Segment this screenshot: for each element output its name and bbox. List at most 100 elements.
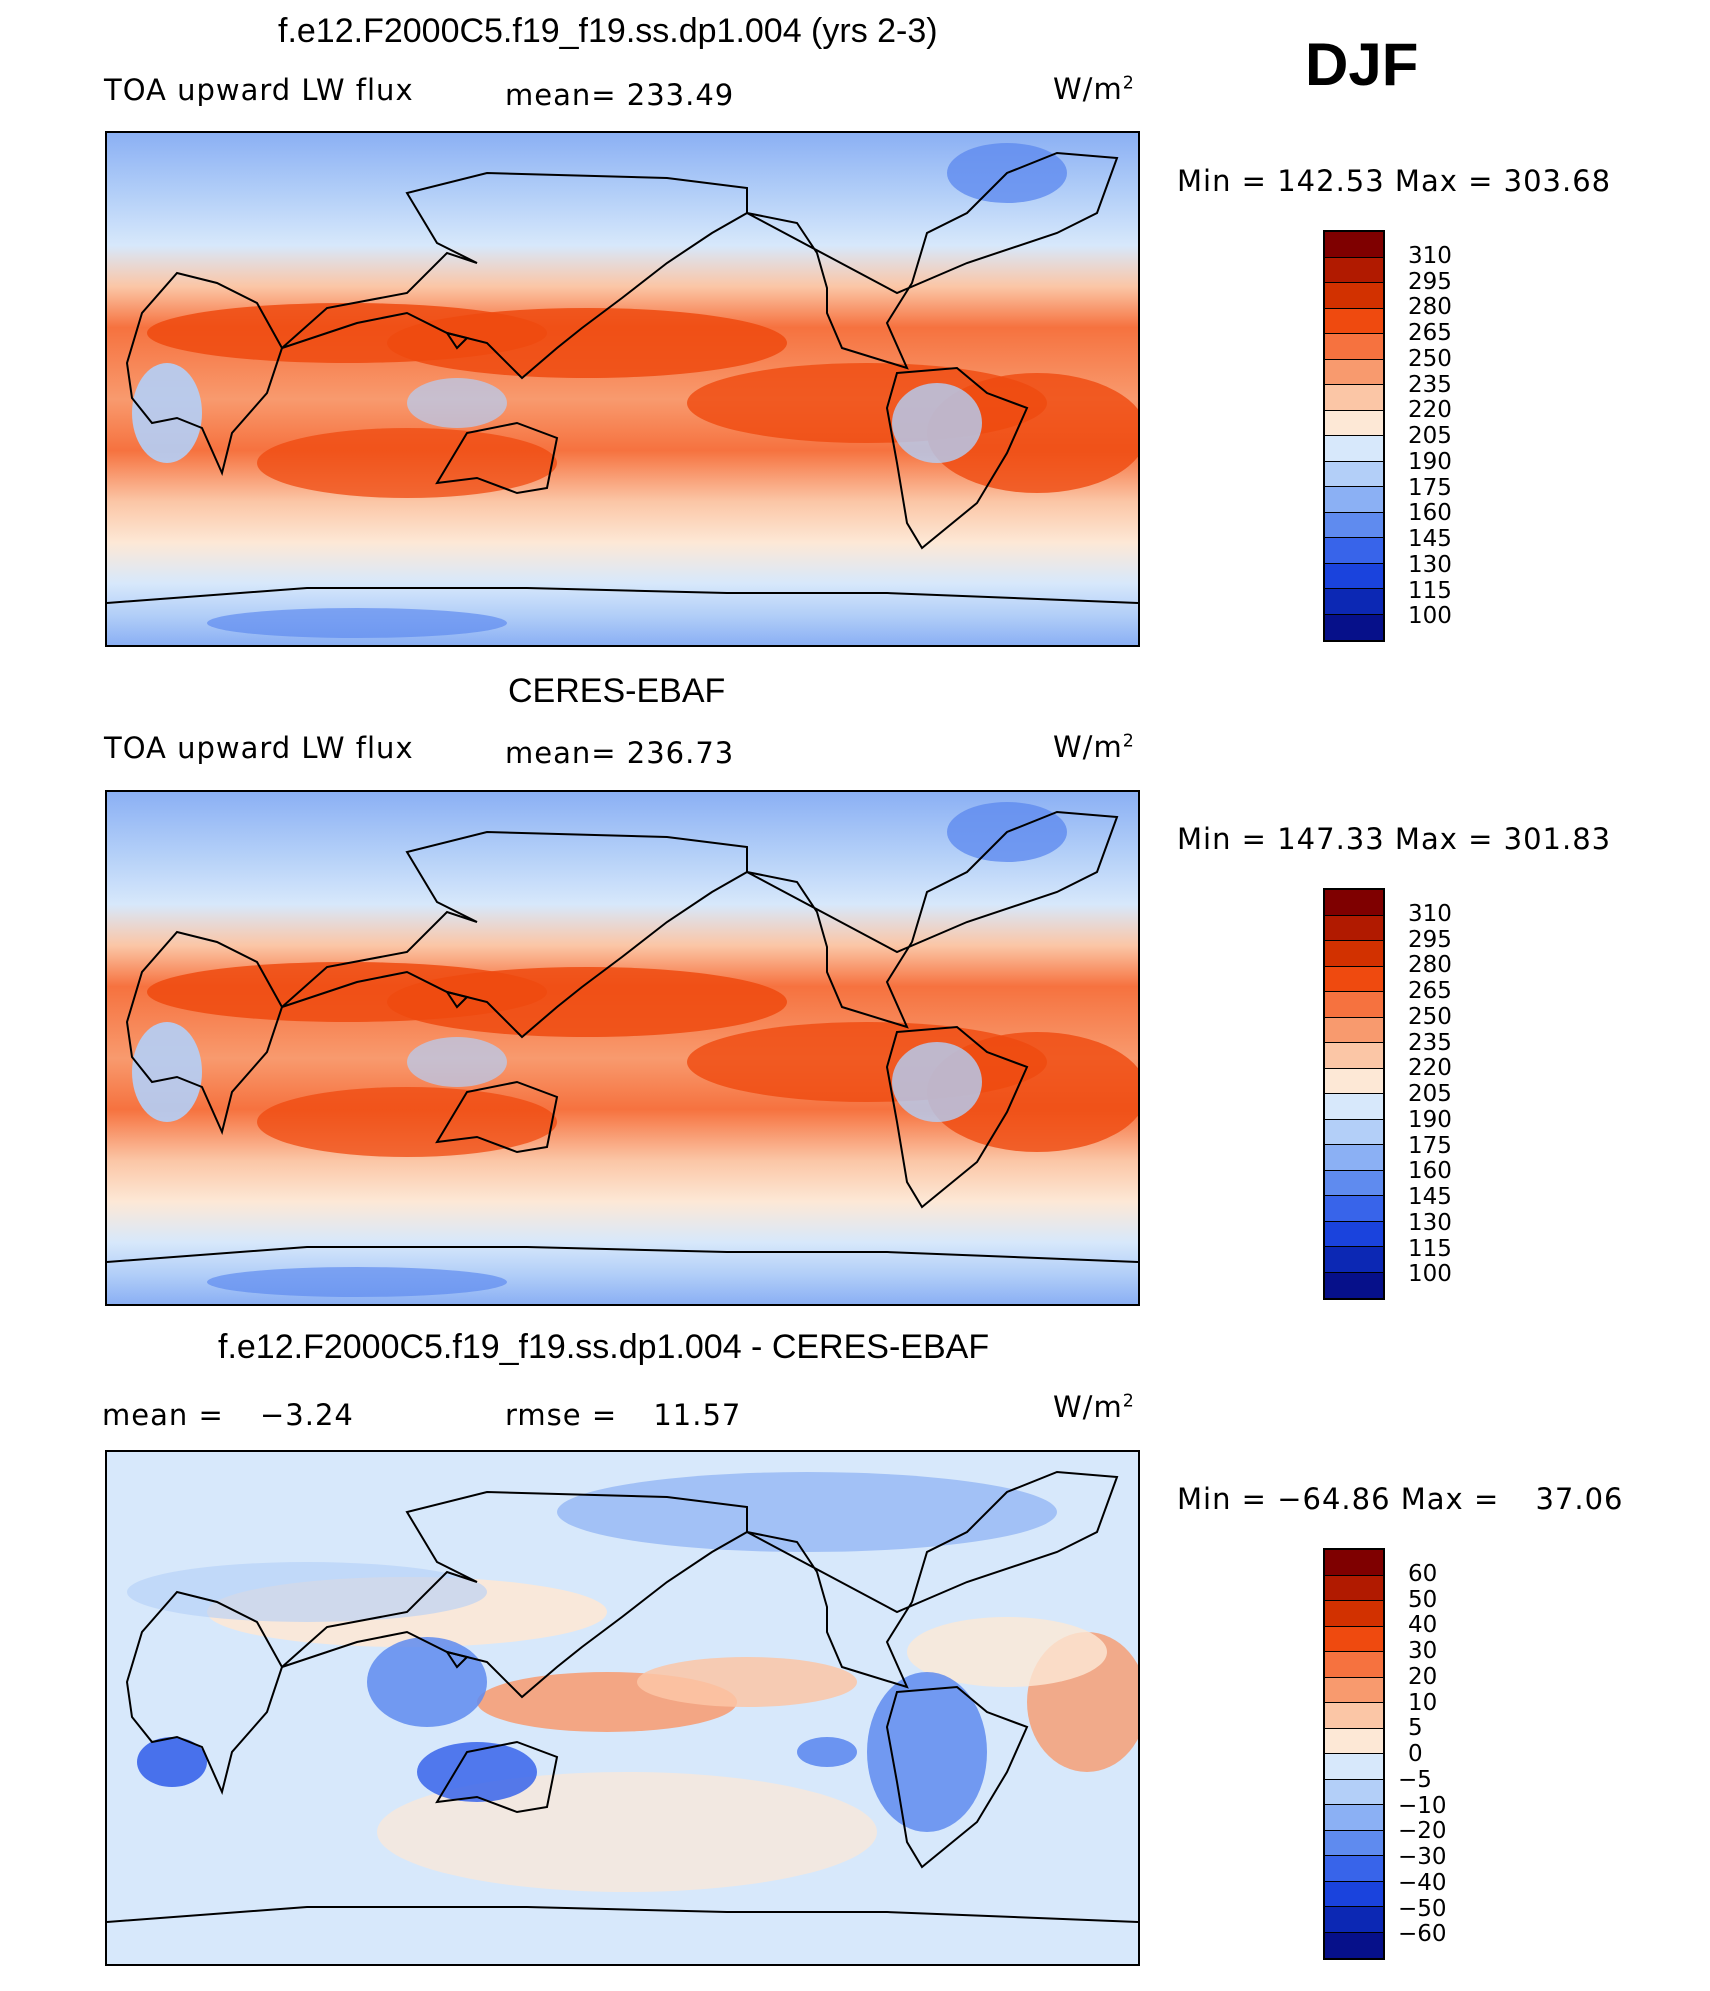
colorbar-tick-label: 115	[1408, 1235, 1452, 1262]
colorbar-tick-label: 60	[1408, 1560, 1438, 1587]
colorbar-swatch	[1325, 1907, 1383, 1933]
colorbar-swatch	[1325, 1728, 1383, 1754]
coastline	[281, 171, 748, 380]
panel1-mean-label: mean=	[505, 78, 617, 112]
colorbar-swatch	[1325, 915, 1383, 941]
coastline	[435, 421, 559, 495]
colorbar-swatch	[1325, 1575, 1383, 1601]
colorbar-swatch	[1325, 1932, 1383, 1958]
coastline	[885, 366, 1029, 550]
panel2-max-value: 301.83	[1503, 822, 1612, 856]
colorbar-tick-label: 160	[1408, 500, 1452, 527]
colorbar-tick-label: 20	[1408, 1663, 1438, 1690]
coastline	[125, 1590, 284, 1796]
field-contour	[407, 378, 507, 428]
panel1-min-value: 142.53	[1277, 164, 1385, 198]
panel1-mean-value: 233.49	[626, 78, 735, 112]
colorbar-tick-label: 265	[1408, 978, 1452, 1004]
colorbar-swatch	[1325, 1221, 1383, 1247]
colorbar-swatch	[1325, 512, 1383, 538]
field-contour	[367, 1637, 487, 1727]
colorbar-tick-label: 310	[1408, 242, 1452, 269]
colorbar-tick-label: 190	[1408, 1106, 1452, 1133]
coastline	[107, 587, 1138, 604]
panel1-map	[105, 131, 1140, 647]
field-contour	[377, 1772, 877, 1892]
colorbar-tick-label: 295	[1408, 268, 1452, 295]
colorbar-swatch	[1325, 1652, 1383, 1678]
panel3-max-value: 37.06	[1535, 1482, 1624, 1516]
field-contour	[147, 303, 547, 363]
panel2-title: CERES-EBAF	[508, 672, 726, 710]
colorbar-tick-label: 280	[1408, 952, 1452, 979]
coastline	[125, 271, 284, 477]
colorbar-swatch	[1325, 461, 1383, 487]
colorbar-swatch	[1325, 890, 1383, 916]
colorbar-swatch	[1325, 1805, 1383, 1831]
colorbar-swatch	[1325, 1247, 1383, 1273]
field-contour	[207, 608, 507, 638]
field-contour	[407, 1037, 507, 1087]
coastline	[746, 810, 1119, 1029]
colorbar-swatch	[1325, 1068, 1383, 1094]
colorbar-tick-label: 50	[1408, 1586, 1438, 1613]
colorbar-tick-label: 175	[1408, 474, 1452, 501]
coastline	[107, 1246, 1138, 1263]
colorbar-swatch	[1325, 359, 1383, 385]
field-contour	[127, 1562, 487, 1622]
panel3-title: f.e12.F2000C5.f19_f19.ss.dp1.004 - CERES…	[218, 1328, 990, 1366]
coastline	[125, 930, 284, 1136]
coastline	[885, 1685, 1029, 1869]
panel1-variable-label: TOA upward LW flux	[104, 73, 414, 107]
colorbar-tick-label: 235	[1408, 371, 1452, 398]
colorbar-swatch	[1325, 1626, 1383, 1652]
colorbar-tick-label: 160	[1408, 1158, 1452, 1185]
colorbar-swatch	[1325, 1145, 1383, 1171]
colorbar-tick-label: 40	[1408, 1612, 1438, 1639]
panel2-min-value: 147.33	[1277, 822, 1385, 856]
colorbar-tick-label: −20	[1398, 1818, 1447, 1845]
colorbar-swatch	[1325, 563, 1383, 589]
coastline	[746, 1470, 1119, 1689]
colorbar-tick-label: 145	[1408, 526, 1452, 552]
colorbar-swatch	[1325, 614, 1383, 640]
colorbar-tick-label: 130	[1408, 1209, 1452, 1236]
panel1-title: f.e12.F2000C5.f19_f19.ss.dp1.004 (yrs 2-…	[278, 12, 938, 50]
colorbar-tick-label: 310	[1408, 900, 1452, 927]
colorbar-tick-label: 130	[1408, 551, 1452, 578]
field-contour	[137, 1737, 207, 1787]
field-contour	[907, 1617, 1107, 1687]
colorbar-tick-label: 235	[1408, 1029, 1452, 1056]
colorbar-tick-label: 100	[1408, 1261, 1452, 1288]
colorbar-tick-label: 265	[1408, 320, 1452, 346]
colorbar-swatch	[1325, 1779, 1383, 1805]
panel3-colorbar	[1323, 1548, 1385, 1960]
colorbar-swatch	[1325, 232, 1383, 258]
coastline	[281, 1490, 748, 1699]
colorbar-tick-label: 145	[1408, 1184, 1452, 1210]
panel3-rmse: rmse = 11.57	[505, 1398, 742, 1432]
colorbar-swatch	[1325, 410, 1383, 436]
colorbar-tick-label: 5	[1408, 1715, 1423, 1742]
field-contour	[892, 383, 982, 463]
field-contour	[892, 1042, 982, 1122]
panel2-minmax: Min = 147.33 Max = 301.83	[1177, 822, 1612, 856]
colorbar-swatch	[1325, 1856, 1383, 1882]
panel2-variable-label: TOA upward LW flux	[104, 731, 414, 765]
field-contour	[257, 1087, 557, 1157]
colorbar-swatch	[1325, 257, 1383, 283]
coastline	[281, 830, 748, 1039]
colorbar-tick-label: 295	[1408, 926, 1452, 953]
coastline	[746, 151, 1119, 370]
colorbar-swatch	[1325, 941, 1383, 967]
colorbar-swatch	[1325, 487, 1383, 513]
colorbar-swatch	[1325, 1703, 1383, 1729]
panel3-map	[105, 1450, 1140, 1966]
colorbar-tick-label: 205	[1408, 423, 1452, 449]
colorbar-swatch	[1325, 992, 1383, 1018]
colorbar-tick-label: −50	[1398, 1895, 1447, 1922]
colorbar-swatch	[1325, 1170, 1383, 1196]
colorbar-tick-label: 115	[1408, 577, 1452, 604]
field-contour	[557, 1472, 1057, 1552]
colorbar-swatch	[1325, 334, 1383, 360]
